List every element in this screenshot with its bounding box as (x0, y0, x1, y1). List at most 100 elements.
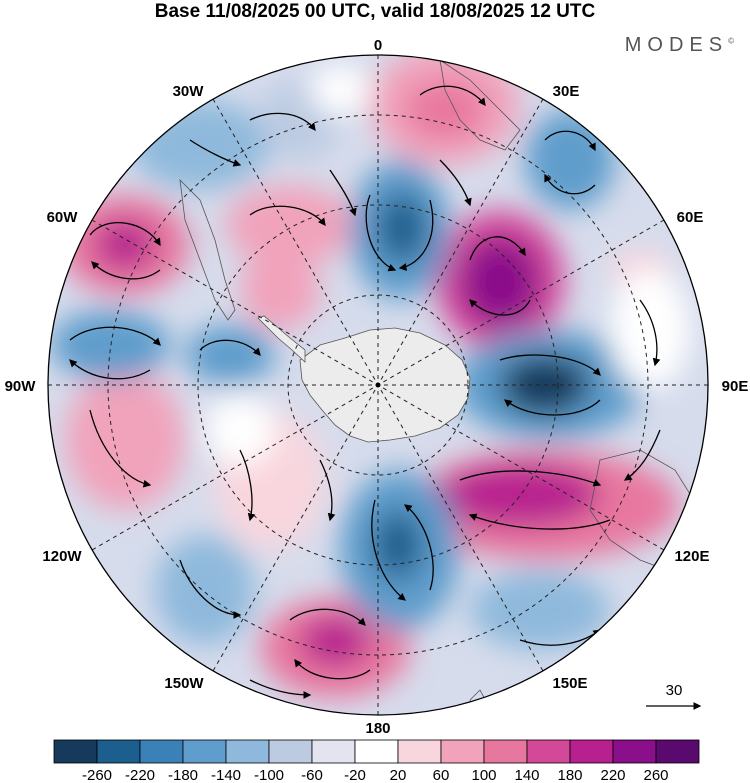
wind-arrow (468, 513, 611, 530)
wind-arrow (69, 359, 151, 380)
wind-vectors (69, 85, 661, 699)
anomaly-positive-blob (95, 220, 155, 270)
wind-arrow (89, 222, 161, 247)
anomaly-neutral-blob (610, 270, 690, 390)
label-lon-90w: 90W (5, 378, 37, 395)
anomaly-positive-blob (65, 370, 185, 510)
brand-logo: MODES© (624, 34, 734, 56)
colorbar-tick-label: -220 (125, 767, 155, 783)
wind-arrow (319, 459, 336, 522)
colorbar-tick-label: -140 (211, 767, 241, 783)
anomaly-negative-blob (525, 110, 615, 210)
wind-arrow (329, 169, 357, 217)
wind-arrow (289, 608, 366, 626)
wind-arrow (249, 205, 326, 227)
label-lon-90e: 90E (722, 378, 749, 395)
colorbar-swatch (53, 739, 98, 764)
anomaly-negative-blob (377, 193, 427, 263)
colorbar-tick-label: 60 (433, 767, 450, 783)
wind-arrow (544, 173, 596, 195)
colorbar-tick-label: -180 (168, 767, 198, 783)
anomaly-neutral-blob (205, 395, 275, 465)
anomaly-positive-blob (240, 250, 320, 330)
label-lon-150w: 150W (164, 675, 204, 692)
colorbar-swatch (225, 739, 270, 764)
anomaly-field (48, 55, 708, 715)
wind-arrow (639, 299, 661, 367)
colorbar-swatch (440, 739, 485, 764)
label-lon-30e: 30E (553, 83, 580, 100)
wind-arrow (365, 194, 397, 272)
anomaly-negative-blob (50, 310, 170, 380)
label-lon-120w: 120W (42, 548, 82, 565)
anomaly-positive-blob (225, 185, 355, 265)
label-lon-150e: 150E (552, 675, 587, 692)
wind-arrow (371, 499, 407, 601)
colorbar-swatch (354, 739, 399, 764)
wind-arrow (623, 429, 661, 481)
colorbar-swatch (397, 739, 442, 764)
anomaly-negative-blob (470, 570, 610, 650)
colorbar-tick-label: 260 (643, 767, 668, 783)
wind-arrow (189, 139, 242, 167)
colorbar: -260 -220 -180 -140 -100 -60 -20 20 60 100 140 180 2… (53, 739, 700, 783)
colorbar-tick-label: 140 (514, 767, 539, 783)
wind-arrow (469, 236, 526, 261)
colorbar-tick-label: -20 (344, 767, 366, 783)
colorbar-tick-label: 20 (390, 767, 407, 783)
colorbar-swatch (569, 739, 614, 764)
wind-arrow (69, 326, 161, 346)
south-pole-marker (375, 382, 381, 388)
south-america-outline (179, 178, 236, 321)
reference-vector-value: 30 (666, 682, 683, 699)
wind-arrow (179, 559, 242, 619)
africa-outline (439, 59, 521, 151)
anomaly-negative-blob (185, 325, 275, 385)
wind-arrow (419, 85, 486, 107)
label-lon-120e: 120E (674, 548, 709, 565)
label-lon-60w: 60W (47, 209, 79, 226)
wind-arrow (239, 449, 256, 522)
wind-arrow (89, 409, 152, 488)
colorbar-swatch (268, 739, 313, 764)
wind-arrow (91, 261, 161, 280)
wind-arrow (199, 339, 261, 356)
colorbar-swatch (96, 739, 141, 764)
colorbar-swatch (311, 739, 356, 764)
wind-arrow (398, 199, 434, 271)
anomaly-negative-blob (373, 510, 423, 580)
label-lon-60e: 60E (677, 209, 704, 226)
wind-arrow (403, 504, 434, 591)
colorbar-swatch (483, 739, 528, 764)
wind-arrow (499, 354, 601, 376)
wind-arrow (459, 470, 602, 487)
colorbar-swatch (182, 739, 227, 764)
anomaly-positive-blob (460, 237, 540, 327)
anomaly-neutral-blob (310, 65, 370, 115)
wind-arrow (294, 658, 371, 680)
label-lon-180: 180 (365, 720, 390, 737)
wind-arrow (249, 112, 316, 132)
anomaly-negative-blob (155, 535, 255, 645)
colorbar-swatch (139, 739, 184, 764)
wind-arrow (544, 130, 596, 152)
latitude-circle (197, 204, 559, 566)
colorbar-swatch (655, 739, 700, 764)
map-boundary (47, 54, 709, 716)
colorbar-tick-label: 100 (471, 767, 496, 783)
map-title: Base 11/08/2025 00 UTC, valid 18/08/2025… (154, 1, 596, 22)
colorbar-tick-label: -60 (301, 767, 323, 783)
reference-vector: 30 (646, 682, 702, 710)
anomaly-positive-blob (300, 617, 370, 667)
label-lon-0: 0 (374, 37, 382, 54)
label-lon-30w: 30W (173, 83, 205, 100)
colorbar-tick-label: 180 (557, 767, 582, 783)
wind-arrow (503, 399, 601, 416)
wind-arrow (249, 679, 312, 699)
longitude-labels: 0 30E 60E 90E 120E 150E 180 150W 120W 90… (5, 37, 749, 737)
colorbar-tick-label: -260 (82, 767, 112, 783)
colorbar-swatch (526, 739, 571, 764)
anomaly-positive-blob (440, 463, 600, 527)
colorbar-swatch (612, 739, 657, 764)
